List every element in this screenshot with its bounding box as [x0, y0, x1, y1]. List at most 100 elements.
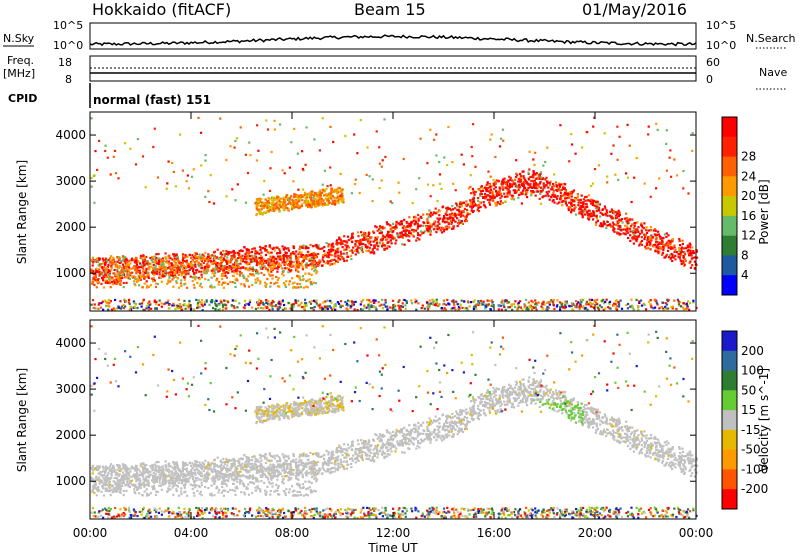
power-cell: [128, 298, 131, 301]
power-cell: [466, 300, 470, 303]
power-cell: [362, 298, 365, 301]
power-cell: [493, 187, 496, 190]
power-cell: [499, 200, 502, 203]
power-cell: [619, 219, 623, 222]
velocity-cell: [420, 440, 424, 443]
power-cell: [445, 211, 448, 214]
power-cell: [583, 213, 586, 216]
power-cell: [683, 263, 686, 266]
power-cell: [360, 242, 363, 245]
power-cell: [288, 260, 292, 263]
power-cell: [287, 271, 290, 274]
power-cell: [662, 307, 665, 310]
power-cell: [116, 256, 119, 259]
power-cell: [596, 219, 599, 222]
power-cell: [576, 198, 579, 201]
colorbar-tick-label: 8: [741, 248, 749, 262]
velocity-cell: [209, 465, 212, 468]
power-cell: [408, 224, 411, 228]
power-cell: [164, 258, 168, 261]
velocity-cell: [264, 457, 267, 460]
power-cell: [482, 187, 485, 190]
power-cell: [275, 196, 279, 199]
power-cell: [660, 247, 663, 250]
power-cell: [203, 303, 206, 306]
power-cell: [247, 248, 250, 252]
power-cell: [631, 238, 634, 241]
power-cell: [266, 277, 269, 281]
power-cell: [516, 186, 519, 189]
power-cell: [157, 303, 160, 306]
power-cell: [311, 193, 314, 196]
power-cell: [164, 273, 167, 276]
power-cell: [268, 273, 271, 276]
power-cell: [514, 189, 517, 192]
power-cell: [471, 200, 474, 203]
power-cell: [496, 201, 499, 204]
power-cell: [495, 189, 498, 192]
power-cell: [142, 262, 145, 265]
power-cell: [597, 164, 601, 167]
power-cell: [331, 245, 334, 248]
power-cell: [386, 308, 389, 311]
power-cell: [525, 192, 528, 195]
power-cell: [164, 256, 167, 259]
power-cell: [477, 188, 480, 191]
power-cell: [300, 261, 304, 264]
power-cell: [404, 230, 407, 233]
power-cell: [336, 192, 339, 195]
power-cell: [444, 308, 447, 311]
power-cell: [674, 254, 677, 257]
power-cell: [249, 299, 252, 302]
power-cell: [321, 308, 324, 312]
power-cell: [340, 253, 343, 256]
power-cell: [665, 169, 668, 172]
power-cell: [312, 196, 315, 200]
power-cell: [149, 265, 152, 268]
colorbar-segment: [722, 235, 737, 256]
power-cell: [371, 248, 374, 252]
power-cell: [451, 204, 454, 208]
power-cell: [262, 264, 265, 267]
power-cell: [284, 283, 287, 286]
power-cell: [680, 246, 683, 249]
power-cell: [662, 308, 665, 311]
power-cell: [273, 265, 276, 269]
velocity-cell: [598, 432, 602, 435]
power-cell: [290, 305, 293, 308]
power-cell: [339, 172, 342, 175]
power-cell: [438, 226, 441, 229]
power-cell: [315, 261, 318, 264]
power-cell: [239, 272, 242, 275]
colorbar-tick-label: 24: [741, 169, 756, 183]
power-cell: [578, 305, 581, 308]
power-cell: [384, 301, 387, 304]
power-cell: [687, 300, 690, 303]
power-cell: [368, 175, 371, 178]
power-cell: [210, 276, 213, 279]
power-cell: [469, 192, 473, 195]
power-cell: [686, 246, 690, 249]
power-cell: [414, 216, 417, 219]
power-cell: [625, 225, 628, 228]
power-cell: [92, 306, 95, 309]
power-cell: [542, 164, 545, 167]
power-cell: [366, 240, 369, 243]
power-cell: [263, 180, 266, 183]
power-cell: [431, 303, 435, 306]
power-cell: [264, 267, 267, 270]
power-cell: [512, 189, 515, 192]
power-cell: [361, 234, 364, 237]
colorbar-segment: [722, 275, 737, 296]
power-cell: [262, 307, 265, 310]
power-cell: [398, 234, 401, 237]
power-cell: [142, 274, 145, 277]
velocity-cell: [477, 407, 480, 410]
velocity-cell: [486, 390, 489, 393]
power-cell: [374, 306, 377, 309]
power-cell: [118, 265, 121, 268]
power-cell: [457, 209, 460, 212]
power-cell: [262, 247, 265, 250]
power-cell: [312, 254, 315, 258]
